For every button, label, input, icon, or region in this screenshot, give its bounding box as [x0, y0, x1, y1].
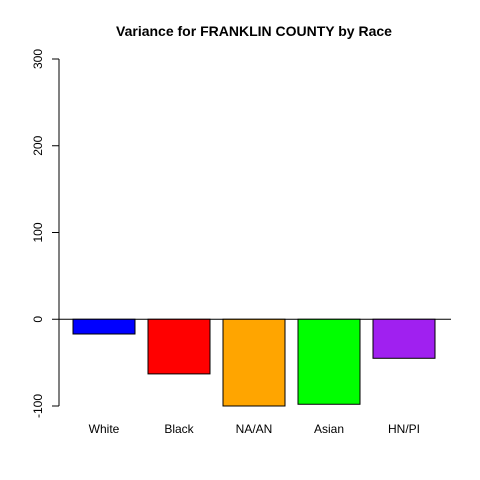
bar-black — [147, 318, 211, 375]
x-tick-label: NA/AN — [236, 422, 273, 436]
bar-asian — [297, 318, 361, 405]
bar-hn-pi — [372, 318, 436, 359]
x-tick-label: Black — [164, 422, 194, 436]
chart-title: Variance for FRANKLIN COUNTY by Race — [116, 23, 392, 39]
y-tick-label: 200 — [31, 135, 45, 155]
x-tick-label: White — [89, 422, 120, 436]
y-tick-label: -100 — [31, 394, 45, 418]
bar-white — [72, 318, 136, 335]
y-axis: -100 0 100 200 300 — [31, 49, 60, 418]
bars — [72, 318, 436, 407]
bar-na-an — [222, 318, 286, 407]
x-tick-label: Asian — [314, 422, 344, 436]
y-tick-label: 300 — [31, 49, 45, 69]
y-tick-label: 100 — [31, 222, 45, 242]
x-tick-labels: White Black NA/AN Asian HN/PI — [89, 422, 420, 436]
y-tick-label: 0 — [31, 316, 45, 323]
x-tick-label: HN/PI — [388, 422, 420, 436]
